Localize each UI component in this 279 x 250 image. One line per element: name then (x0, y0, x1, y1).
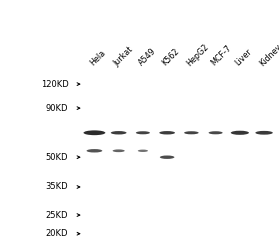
Text: Jurkat: Jurkat (112, 45, 135, 68)
Ellipse shape (184, 131, 199, 134)
Text: 90KD: 90KD (46, 104, 68, 113)
Text: A549: A549 (136, 47, 158, 68)
Ellipse shape (86, 149, 102, 152)
Ellipse shape (113, 150, 125, 152)
Ellipse shape (111, 131, 127, 134)
Ellipse shape (231, 131, 249, 135)
Ellipse shape (209, 131, 223, 134)
Ellipse shape (136, 131, 150, 134)
Text: 120KD: 120KD (41, 80, 68, 88)
Text: Liver: Liver (234, 48, 254, 68)
Ellipse shape (138, 150, 148, 152)
Text: MCF-7: MCF-7 (209, 44, 233, 68)
Text: Kidney: Kidney (258, 42, 279, 68)
Ellipse shape (255, 131, 273, 135)
Ellipse shape (159, 131, 175, 134)
Text: 50KD: 50KD (46, 153, 68, 162)
Ellipse shape (83, 130, 105, 135)
Text: Hela: Hela (88, 49, 107, 68)
Text: 20KD: 20KD (46, 229, 68, 238)
Text: 25KD: 25KD (46, 210, 68, 220)
Ellipse shape (160, 156, 174, 159)
Text: 35KD: 35KD (46, 182, 68, 192)
Text: HepG2: HepG2 (185, 42, 211, 68)
Text: K562: K562 (161, 47, 182, 68)
